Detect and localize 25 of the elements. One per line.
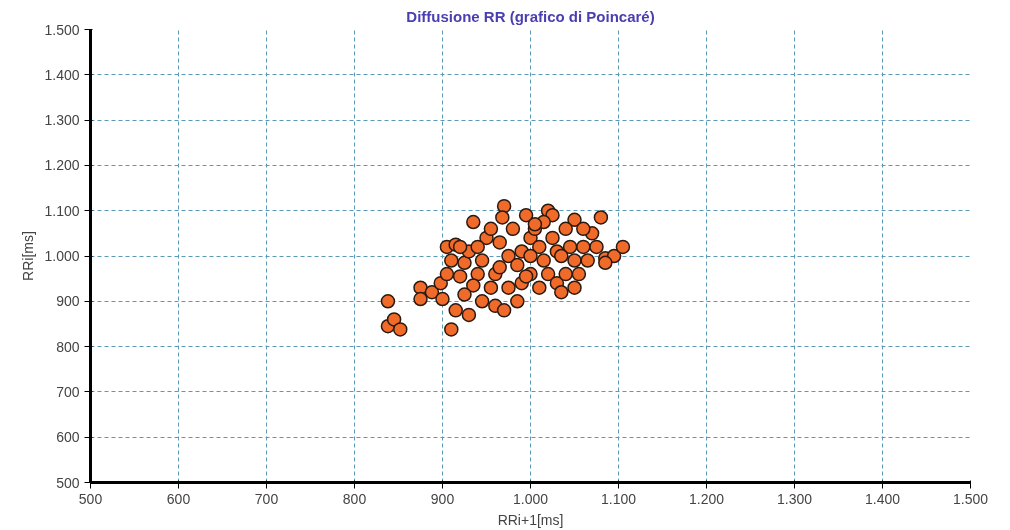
x-tick-label: 1.100 bbox=[600, 490, 637, 507]
x-tick-label: 1.200 bbox=[688, 490, 725, 507]
y-tick-label: 800 bbox=[56, 338, 80, 355]
y-tick-label: 1.400 bbox=[44, 66, 80, 83]
y-tick-label: 900 bbox=[56, 293, 80, 310]
x-tick-label: 800 bbox=[342, 490, 367, 507]
x-tick-label: 600 bbox=[166, 490, 191, 507]
y-tick-label: 600 bbox=[56, 429, 80, 446]
x-tick-label: 700 bbox=[254, 490, 279, 507]
x-tick-label: 1.000 bbox=[512, 490, 549, 507]
y-tick-label: 1.000 bbox=[44, 248, 80, 264]
y-tick-label: 700 bbox=[56, 383, 80, 400]
x-tick-label: 900 bbox=[430, 490, 455, 507]
x-axis-title: RRi+1[ms] bbox=[497, 511, 564, 528]
x-tick-label: 1.500 bbox=[952, 490, 989, 507]
x-tick-label: 1.300 bbox=[776, 490, 813, 507]
y-tick-label: 1.300 bbox=[44, 112, 80, 129]
x-tick-label: 500 bbox=[78, 490, 103, 507]
y-axis-title: RRi[ms] bbox=[20, 231, 37, 281]
y-tick-label: 1.500 bbox=[44, 21, 80, 38]
y-tick-label: 1.100 bbox=[44, 202, 80, 219]
x-tick-label: 1.400 bbox=[864, 490, 901, 507]
chart-title: Diffusione RR (grafico di Poincaré) bbox=[406, 7, 655, 25]
y-tick-label: 500 bbox=[56, 474, 80, 491]
y-tick-label: 1.200 bbox=[44, 157, 80, 174]
